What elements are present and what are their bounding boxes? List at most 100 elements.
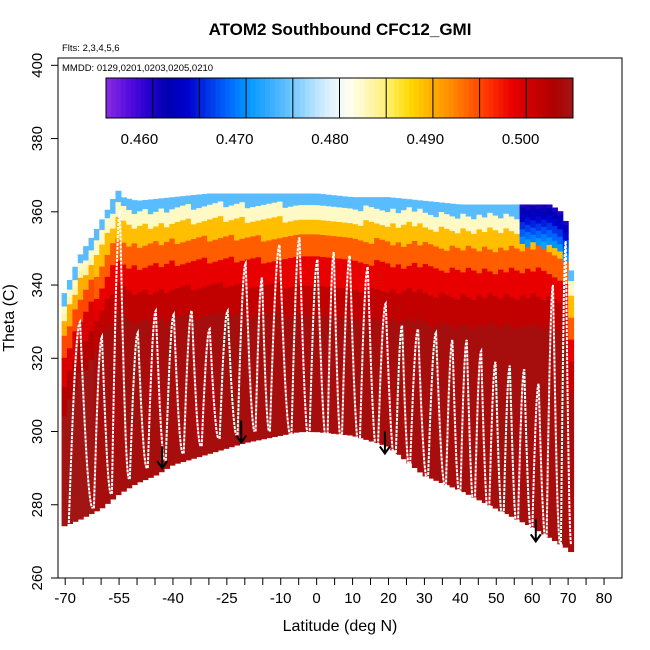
heatmap-cell [99, 258, 106, 267]
heatmap-cell [287, 193, 294, 200]
colorbar-swatch [389, 78, 395, 118]
heatmap-cell [530, 292, 537, 301]
heatmap-cell [115, 304, 122, 312]
heatmap-cell [546, 273, 553, 282]
heatmap-cell [207, 423, 214, 432]
heatmap-cell [83, 289, 90, 298]
heatmap-cell [347, 207, 354, 216]
heatmap-cell [433, 406, 440, 415]
heatmap-cell [185, 371, 192, 380]
heatmap-cell [169, 362, 176, 371]
heatmap-cell [562, 268, 569, 277]
heatmap-cell [465, 325, 472, 334]
heatmap-cell [277, 237, 284, 246]
heatmap-cell [266, 291, 273, 299]
heatmap-cell [304, 241, 311, 250]
heatmap-cell [406, 235, 413, 244]
heatmap-cell [492, 449, 499, 458]
heatmap-cell [99, 222, 106, 230]
heatmap-cell [401, 246, 408, 255]
heatmap-cell [444, 272, 451, 281]
heatmap-cell [153, 372, 160, 381]
heatmap-cell [169, 457, 176, 466]
heatmap-cell [277, 369, 284, 378]
colorbar-swatch [473, 78, 480, 118]
heatmap-cell [320, 373, 327, 382]
heatmap-cell [471, 489, 478, 498]
heatmap-cell [363, 256, 370, 265]
heatmap-cell [126, 377, 133, 386]
heatmap-cell [228, 285, 235, 294]
heatmap-cell [72, 396, 79, 405]
heatmap-cell [77, 254, 84, 256]
heatmap-cell [454, 349, 461, 358]
heatmap-cell [201, 301, 208, 309]
heatmap-cell [115, 472, 122, 481]
heatmap-cell [551, 240, 558, 249]
heatmap-cell [120, 234, 127, 243]
heatmap-cell [83, 333, 90, 342]
heatmap-cell [336, 287, 343, 296]
heatmap-cell [363, 285, 370, 294]
heatmap-cell [433, 436, 440, 445]
heatmap-cell [525, 209, 531, 218]
heatmap-cell [88, 396, 95, 405]
heatmap-cell [562, 488, 569, 497]
heatmap-cell [411, 255, 418, 263]
heatmap-cell [487, 256, 494, 265]
heatmap-cell [363, 300, 370, 309]
heatmap-cell [454, 276, 461, 285]
heatmap-cell [207, 270, 214, 279]
heatmap-cell [487, 292, 494, 301]
heatmap-cell [562, 429, 569, 438]
heatmap-cell [438, 401, 445, 410]
heatmap-cell [99, 441, 106, 450]
heatmap-cell [390, 215, 397, 224]
heatmap-cell [239, 392, 246, 400]
heatmap-cell [212, 422, 219, 431]
heatmap-cell [260, 431, 267, 440]
heatmap-cell [309, 255, 316, 264]
heatmap-cell [234, 269, 241, 278]
heatmap-cell [384, 306, 391, 315]
heatmap-cell [551, 525, 558, 534]
heatmap-cell [88, 237, 95, 244]
heatmap-cell [126, 436, 133, 445]
heatmap-cell [411, 364, 418, 373]
heatmap-cell [309, 402, 316, 411]
colorbar-swatch [106, 78, 112, 118]
heatmap-cell [147, 323, 154, 332]
heatmap-cell [158, 251, 165, 260]
heatmap-cell [147, 279, 154, 288]
heatmap-cell [519, 463, 526, 472]
heatmap-cell [514, 387, 521, 396]
heatmap-cell [438, 416, 445, 425]
heatmap-cell [417, 259, 424, 268]
heatmap-cell [142, 311, 149, 319]
heatmap-cell [503, 227, 510, 236]
heatmap-cell [498, 430, 505, 439]
heatmap-cell [449, 230, 456, 239]
arrow-head [379, 445, 391, 456]
heatmap-cell [562, 378, 569, 387]
heatmap-cell [190, 319, 197, 327]
heatmap-cell [417, 413, 424, 422]
heatmap-cell [422, 453, 429, 462]
heatmap-cell [460, 308, 467, 317]
heatmap-cell [83, 246, 90, 254]
heatmap-cell [158, 288, 165, 297]
heatmap-cell [444, 374, 451, 383]
heatmap-cell [384, 372, 391, 381]
heatmap-cell [422, 234, 429, 243]
heatmap-cell [244, 200, 251, 209]
heatmap-cell [77, 379, 84, 388]
heatmap-cell [341, 397, 348, 406]
heatmap-cell [336, 258, 343, 266]
heatmap-cell [498, 210, 505, 219]
heatmap-cell [131, 433, 138, 442]
heatmap-cell [163, 277, 170, 286]
heatmap-cell [196, 339, 203, 348]
heatmap-cell [293, 388, 300, 397]
heatmap-cell [314, 314, 321, 323]
heatmap-cell [492, 229, 499, 238]
